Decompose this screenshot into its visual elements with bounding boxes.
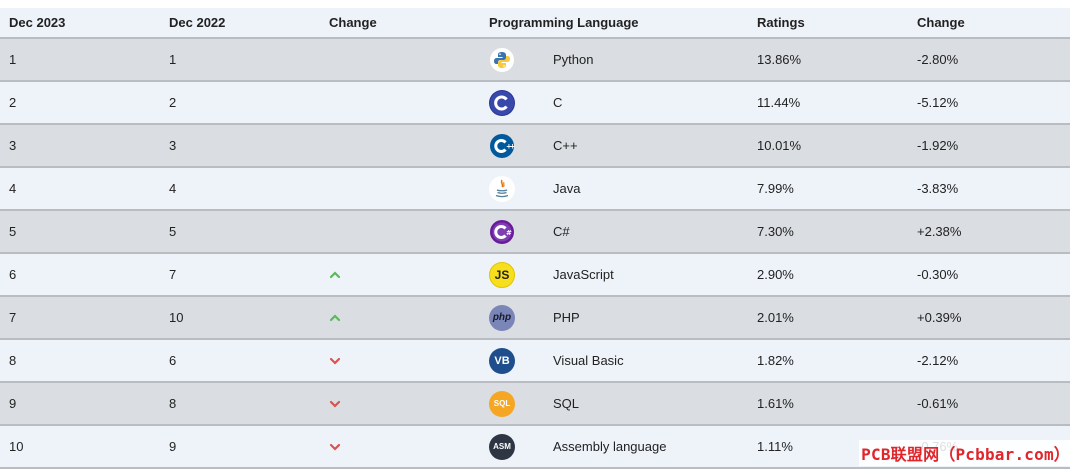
- rating-change: -2.80%: [917, 52, 959, 67]
- language-name: SQL: [553, 396, 580, 411]
- rank-current: 8: [9, 353, 17, 368]
- javascript-logo-icon: JS: [489, 261, 515, 288]
- java-logo-icon: [489, 175, 515, 202]
- rating-value: 11.44%: [757, 95, 801, 110]
- table-row: 7 10 php PHP 2.01% +0.39%: [0, 297, 1070, 340]
- rank-previous: 10: [169, 310, 184, 325]
- rank-previous: 6: [169, 353, 177, 368]
- rating-change: -0.61%: [917, 396, 959, 411]
- table-header-row: Dec 2023 Dec 2022 Change Programming Lan…: [0, 8, 1070, 39]
- watermark-text: PCB联盟网（Pcbbar.com）: [859, 440, 1072, 466]
- javascript-logo-label: JS: [494, 267, 510, 282]
- table-row: 3 3 + + C++ 10.01% -1.92%: [0, 125, 1070, 168]
- rank-current: 3: [9, 138, 17, 153]
- rank-current: 1: [9, 52, 17, 67]
- rating-change: -0.30%: [917, 267, 959, 282]
- header-ratings-change: Change: [917, 15, 965, 30]
- assembly-logo-label: ASM: [493, 442, 511, 451]
- rank-previous: 4: [169, 181, 177, 196]
- language-name: C#: [553, 224, 570, 239]
- language-name: Python: [553, 52, 594, 67]
- rank-previous: 9: [169, 439, 177, 454]
- table-row: 9 8 SQL SQL 1.61% -0.61%: [0, 383, 1070, 426]
- language-name: PHP: [553, 310, 580, 325]
- rating-change: -3.83%: [917, 181, 959, 196]
- rank-current: 6: [9, 267, 17, 282]
- svg-text:+: +: [510, 142, 516, 150]
- rank-current: 7: [9, 310, 17, 325]
- rank-previous: 1: [169, 52, 177, 67]
- rank-previous: 3: [169, 138, 177, 153]
- python-logo-icon: [489, 46, 515, 73]
- rank-previous: 7: [169, 267, 177, 282]
- rating-change: +0.39%: [917, 310, 962, 325]
- php-logo-label: php: [492, 312, 512, 323]
- rating-value: 7.30%: [757, 224, 794, 239]
- c-logo-icon: [489, 89, 515, 116]
- rank-current: 2: [9, 95, 17, 110]
- rating-change: -2.12%: [917, 353, 959, 368]
- ranking-table: Dec 2023 Dec 2022 Change Programming Lan…: [0, 8, 1070, 469]
- rating-value: 13.86%: [757, 52, 802, 67]
- rank-current: 4: [9, 181, 17, 196]
- header-dec-2023: Dec 2023: [9, 15, 66, 30]
- table-row: 8 6 VB Visual Basic 1.82% -2.12%: [0, 340, 1070, 383]
- svg-text:#: #: [506, 228, 512, 236]
- header-programming-language: Programming Language: [489, 15, 639, 30]
- table-row: 1 1 Python 13.86% -2.80%: [0, 39, 1070, 82]
- rating-change: -1.92%: [917, 138, 959, 153]
- trend-down-icon: [329, 426, 341, 467]
- svg-text:+: +: [506, 142, 512, 150]
- php-logo-icon: php: [489, 304, 515, 331]
- table-row: 2 2 C 11.44% -5.12%: [0, 82, 1070, 125]
- language-name: C++: [553, 138, 578, 153]
- trend-up-icon: [329, 297, 341, 338]
- rating-value: 1.11%: [757, 439, 793, 454]
- header-ratings: Ratings: [757, 15, 805, 30]
- sql-logo-icon: SQL: [489, 390, 515, 417]
- rank-previous: 8: [169, 396, 177, 411]
- rating-value: 7.99%: [757, 181, 794, 196]
- rating-change: -5.12%: [917, 95, 959, 110]
- table-row: 4 4 Java 7.99% -3.83%: [0, 168, 1070, 211]
- header-change: Change: [329, 15, 377, 30]
- language-name: JavaScript: [553, 267, 614, 282]
- rank-previous: 2: [169, 95, 177, 110]
- trend-down-icon: [329, 383, 341, 424]
- table-row: 5 5 # C# 7.30% +2.38%: [0, 211, 1070, 254]
- rating-value: 1.61%: [757, 396, 794, 411]
- csharp-logo-icon: #: [489, 219, 515, 245]
- language-name: Java: [553, 181, 581, 196]
- rank-previous: 5: [169, 224, 177, 239]
- rating-value: 1.82%: [757, 353, 794, 368]
- header-dec-2022: Dec 2022: [169, 15, 226, 30]
- rating-value: 2.01%: [757, 310, 794, 325]
- rating-change: +2.38%: [917, 224, 962, 239]
- language-name: Assembly language: [553, 439, 667, 454]
- sql-logo-label: SQL: [493, 399, 511, 408]
- language-name: Visual Basic: [553, 353, 624, 368]
- table-row: 6 7 JS JavaScript 2.90% -0.30%: [0, 254, 1070, 297]
- visual-basic-logo-label: VB: [494, 354, 510, 367]
- trend-up-icon: [329, 254, 341, 295]
- rank-current: 10: [9, 439, 24, 454]
- assembly-logo-icon: ASM: [489, 433, 515, 460]
- trend-down-icon: [329, 340, 341, 381]
- language-name: C: [553, 95, 563, 110]
- rating-value: 10.01%: [757, 138, 802, 153]
- visual-basic-logo-icon: VB: [489, 347, 515, 374]
- rating-value: 2.90%: [757, 267, 794, 282]
- cpp-logo-icon: + +: [489, 133, 515, 159]
- rank-current: 5: [9, 224, 17, 239]
- rank-current: 9: [9, 396, 17, 411]
